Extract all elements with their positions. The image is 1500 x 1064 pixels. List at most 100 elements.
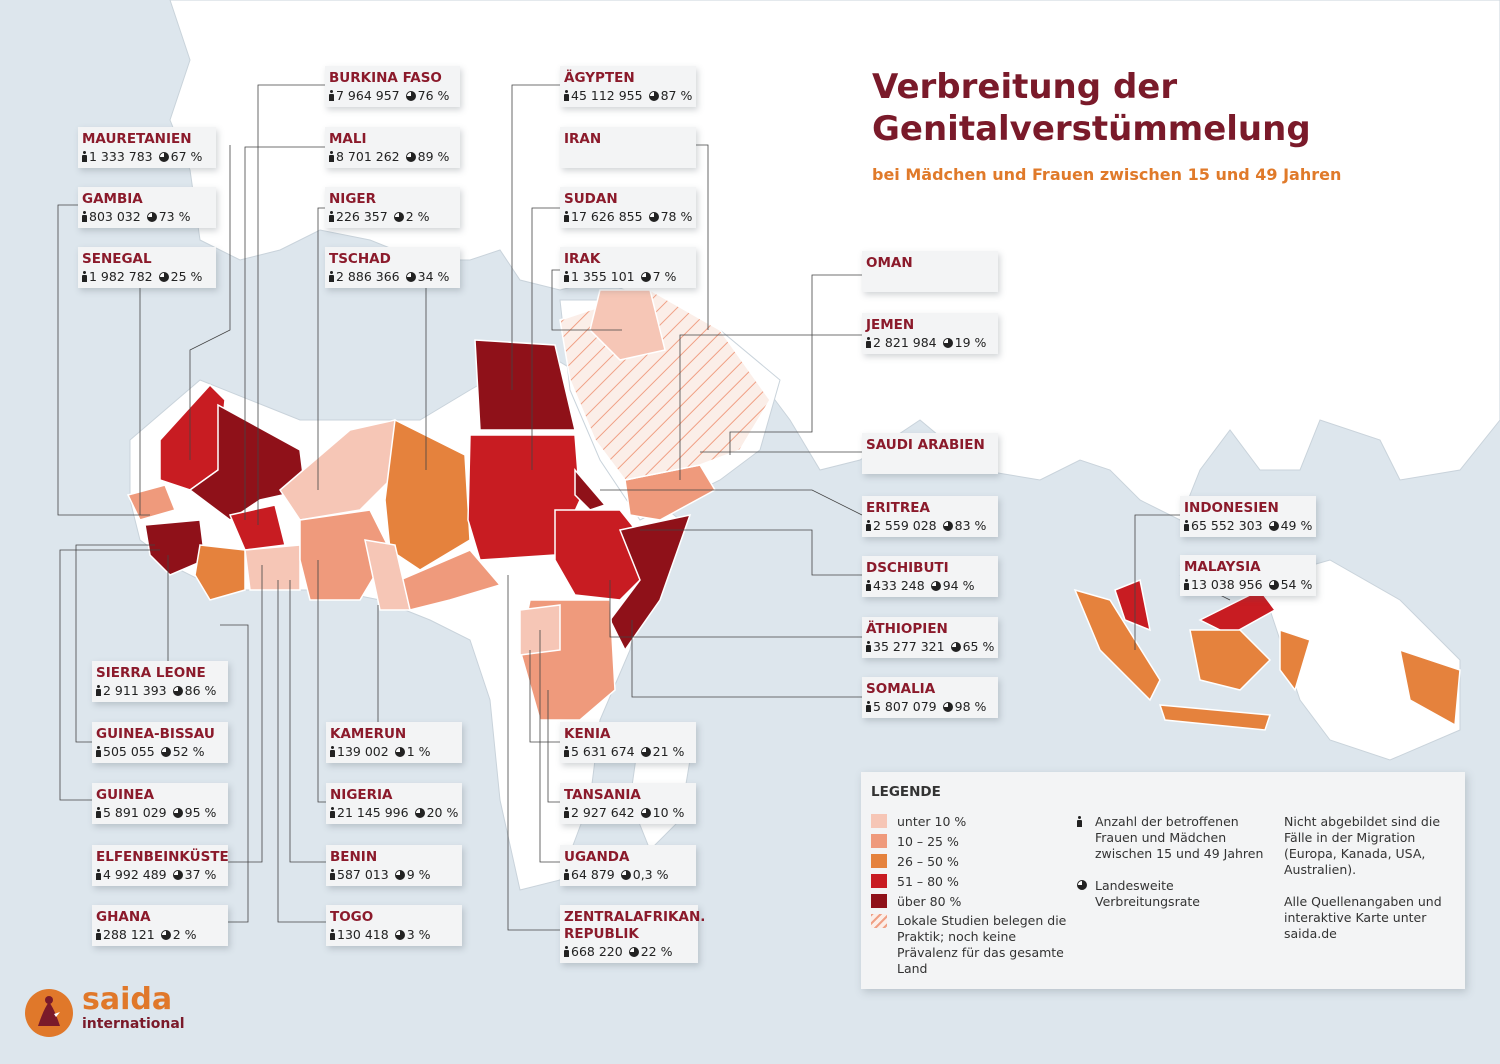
person-icon [82,151,87,162]
region-aegypten [474,339,576,431]
label-elfenbeinkueste: ELFENBEINKÜSTE 4 992 489 37 % [92,845,229,886]
rate-value: 22 % [640,944,673,959]
legend-count-desc: Anzahl der betroffenen Frauen und Mädche… [1095,814,1264,861]
person-icon [564,211,569,222]
pie-icon [942,521,953,531]
rate-value: 49 % [1280,518,1313,533]
pie-icon [930,581,941,591]
person-icon [96,869,101,880]
pie-icon [640,747,651,757]
person-icon [330,929,335,940]
pie-icon [1268,580,1279,590]
count-value: 2 927 642 [571,805,635,820]
country-name: GUINEA-BISSAU [96,726,215,742]
country-name: SUDAN [564,191,618,207]
label-jemen: JEMEN 2 821 984 19 % [862,313,998,354]
label-tschad: TSCHAD 2 886 366 34 % [325,247,460,288]
pie-icon [950,642,961,652]
country-name: IRAN [564,131,602,147]
pie-icon [1268,521,1279,531]
count-value: 668 220 [571,944,623,959]
country-name: SOMALIA [866,681,936,697]
count-value: 5 891 029 [103,805,167,820]
pie-icon [393,212,404,222]
country-name: IRAK [564,251,601,267]
person-icon [564,807,569,818]
country-name: KENIA [564,726,611,742]
person-icon [564,869,569,880]
label-ghana: GHANA 288 121 2 % [92,905,228,946]
country-name: TANSANIA [564,787,641,803]
label-tansania: TANSANIA 2 927 642 10 % [560,783,696,824]
person-icon [1077,816,1082,827]
pie-icon [160,747,171,757]
person-icon [330,746,335,757]
rate-value: 52 % [172,744,205,759]
rate-value: 25 % [170,269,203,284]
count-value: 130 418 [337,927,389,942]
country-name: MALI [329,131,367,147]
country-name: MALAYSIA [1184,559,1261,575]
title-line-2: Genitalverstümmelung [872,109,1311,149]
legend-note-migration: Nicht abgebildet sind die Fälle in der M… [1284,814,1441,877]
region-irak [589,289,666,361]
label-kamerun: KAMERUN 139 002 1 % [326,722,462,763]
legend-swatch-over80 [871,894,887,908]
pie-icon [640,272,651,282]
page-subtitle: bei Mädchen und Frauen zwischen 15 und 4… [872,165,1342,184]
person-icon [329,271,334,282]
legend-swatch-hatch [871,914,887,928]
rate-value: 37 % [184,867,217,882]
label-irak: IRAK 1 355 101 7 % [560,247,696,288]
label-gambia: GAMBIA 803 032 73 % [78,187,216,228]
rate-value: 67 % [170,149,203,164]
label-sierra-leone: SIERRA LEONE 2 911 393 86 % [92,661,228,702]
pie-icon [394,870,405,880]
legend-swatch-10-25 [871,834,887,848]
region-kamerun [364,539,411,611]
saida-logo[interactable]: saida international [24,982,185,1042]
rate-value: 10 % [652,805,685,820]
count-value: 1 333 783 [89,149,153,164]
country-name: UGANDA [564,849,630,865]
legend-rate-desc: Landesweite Verbreitungsrate [1095,878,1200,909]
person-icon [866,520,871,531]
country-name: MAURETANIEN [82,131,192,147]
person-icon [564,271,569,282]
country-name: ZENTRALAFRIKAN. REPUBLIK [564,909,706,942]
legend-title: LEGENDE [871,784,941,800]
pie-icon [394,930,405,940]
logo-sub: international [82,1016,185,1032]
person-icon [330,807,335,818]
label-iran: IRAN [560,127,696,168]
country-name: JEMEN [866,317,915,333]
country-name: OMAN [866,255,913,271]
count-value: 45 112 955 [571,88,643,103]
label-mauretanien: MAURETANIEN 1 333 783 67 % [78,127,216,168]
legend-note-sources: Alle Quellenangaben und interaktive Kart… [1284,894,1442,941]
logo-mark-icon [25,989,73,1037]
legend-label: unter 10 % [897,814,967,829]
country-name: KAMERUN [330,726,407,742]
label-eritrea: ERITREA 2 559 028 83 % [862,496,998,537]
title-line-1: Verbreitung der [872,67,1178,107]
region-indonesien-borneo [1189,629,1272,691]
country-name: BENIN [330,849,378,865]
region-indonesien-sumatra [1073,588,1161,702]
label-aegypten: ÄGYPTEN 45 112 955 87 % [560,66,696,107]
count-value: 139 002 [337,744,389,759]
count-value: 7 964 957 [336,88,400,103]
label-oman: OMAN [862,251,998,292]
rate-value: 95 % [184,805,217,820]
person-icon [564,746,569,757]
region-indonesien-java [1158,704,1272,731]
rate-value: 73 % [158,209,191,224]
label-sudan: SUDAN 17 626 855 78 % [560,187,696,228]
person-icon [329,151,334,162]
label-indonesien: INDONESIEN 65 552 303 49 % [1180,496,1316,537]
label-malaysia: MALAYSIA 13 038 956 54 % [1180,555,1316,596]
count-value: 288 121 [103,927,155,942]
rate-value: 1 % [406,744,431,759]
region-indonesien-sulawesi [1279,628,1311,692]
